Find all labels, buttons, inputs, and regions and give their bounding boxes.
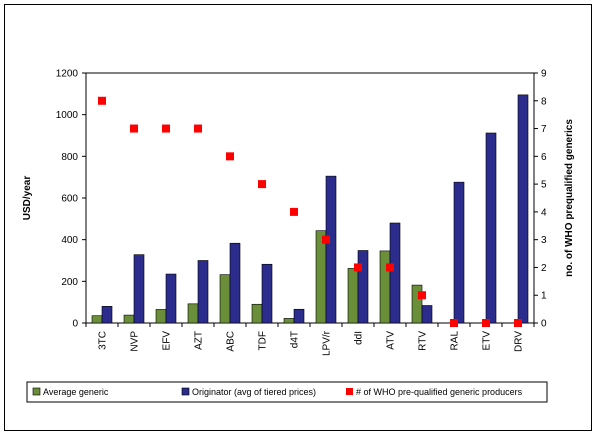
bar-originator-AZT <box>197 260 209 324</box>
marker-producers-NVP <box>130 124 138 133</box>
plot-border <box>85 72 535 324</box>
legend-label-producers: # of WHO pre-qualified generic producers <box>356 387 523 397</box>
marker-producers-RTV <box>418 291 426 300</box>
axes: 0 200 400 600 800 1000 1200 0 1 2 3 4 5 6 7 8 9 3TC NVP EFV… <box>22 69 575 357</box>
y2-tick-label: 7 <box>541 124 547 135</box>
plot-area <box>85 72 535 327</box>
bar-generic-d4T <box>283 318 295 324</box>
marker-producers-ETV <box>482 319 490 327</box>
bar-generic-RTV <box>411 284 423 324</box>
bar-originator-d4T <box>293 308 305 324</box>
bar-generic-LPV-r <box>315 230 327 324</box>
marker-producers-TDF <box>258 180 266 189</box>
legend-swatch-producers <box>346 388 353 395</box>
x-tick-label: RAL <box>450 331 461 351</box>
marker-producers-ATV <box>386 263 394 272</box>
bar-originator-ETV <box>485 132 497 324</box>
bar-generic-3TC <box>91 315 103 324</box>
x-tick-label: AZT <box>194 331 205 350</box>
x-tick-label: ddI <box>354 331 365 345</box>
x-tick-label: d4T <box>290 331 301 348</box>
bar-originator-ddI <box>357 250 369 324</box>
y2-axis-title: no. of WHO prequalified generics <box>564 119 575 277</box>
bar-generic-NVP <box>123 314 135 324</box>
x-tick-label: ATV <box>386 331 397 350</box>
bar-originator-ATV <box>389 222 401 324</box>
legend-swatch-generic <box>32 387 41 396</box>
y-axis-title: USD/year <box>22 176 33 221</box>
x-tick-label: 3TC <box>98 331 109 350</box>
marker-producers-d4T <box>290 207 298 216</box>
y-tick-label: 1200 <box>56 69 79 80</box>
marker-producers-ABC <box>226 152 234 161</box>
y2-tick-label: 8 <box>541 96 547 107</box>
legend: Average generic Originator (avg of tiered… <box>26 381 548 403</box>
y2-tick-label: 4 <box>541 207 547 218</box>
y2-tick-label: 2 <box>541 263 547 274</box>
bar-originator-NVP <box>133 254 145 324</box>
marker-producers-RAL <box>450 319 458 327</box>
marker-producers-3TC <box>98 96 106 105</box>
y-tick-label: 0 <box>72 319 78 330</box>
bar-originator-TDF <box>261 263 273 324</box>
legend-label-generic: Average generic <box>43 387 109 397</box>
marker-producers-DRV <box>514 319 522 327</box>
legend-swatch-originator <box>181 387 190 396</box>
marker-producers-LPV-r <box>322 235 330 244</box>
x-tick-label: EFV <box>162 331 173 351</box>
x-tick-label: ABC <box>226 331 237 352</box>
bar-generic-ABC <box>219 274 231 324</box>
marker-producers-AZT <box>194 124 202 133</box>
y2-tick-label: 6 <box>541 152 547 163</box>
marker-producers-ddI <box>354 263 362 272</box>
x-tick-label: DRV <box>514 331 525 352</box>
x-tick-label: LPV/r <box>322 330 333 356</box>
y-tick-label: 400 <box>61 235 78 246</box>
y2-tick-label: 0 <box>541 319 547 330</box>
marker-producers-EFV <box>162 124 170 133</box>
y2-tick-label: 3 <box>541 235 547 246</box>
bar-generic-ddI <box>347 268 359 324</box>
x-tick-label: NVP <box>130 331 141 352</box>
x-tick-label: RTV <box>418 331 429 351</box>
chart-frame <box>4 4 592 431</box>
x-tick-label: TDF <box>258 331 269 350</box>
bar-originator-EFV <box>165 273 177 324</box>
legend-label-originator: Originator (avg of tiered prices) <box>192 387 316 397</box>
bar-generic-AZT <box>187 303 199 324</box>
bar-generic-ATV <box>379 250 391 324</box>
y-tick-label: 600 <box>61 194 78 205</box>
bar-originator-ABC <box>229 242 241 324</box>
y-tick-label: 800 <box>61 152 78 163</box>
x-tick-label: ETV <box>482 331 493 351</box>
bar-originator-3TC <box>101 306 113 324</box>
bar-generic-EFV <box>155 309 167 324</box>
legend-box <box>26 381 548 403</box>
y-tick-label: 200 <box>61 277 78 288</box>
y2-tick-label: 5 <box>541 180 547 191</box>
y-tick-label: 1000 <box>56 110 79 121</box>
bar-originator-LPV-r <box>325 175 337 324</box>
bar-originator-DRV <box>517 94 529 324</box>
bar-originator-RAL <box>453 181 465 324</box>
y2-tick-label: 1 <box>541 291 547 302</box>
bar-originator-RTV <box>421 305 433 324</box>
bar-generic-TDF <box>251 303 263 324</box>
y2-tick-label: 9 <box>541 69 547 80</box>
